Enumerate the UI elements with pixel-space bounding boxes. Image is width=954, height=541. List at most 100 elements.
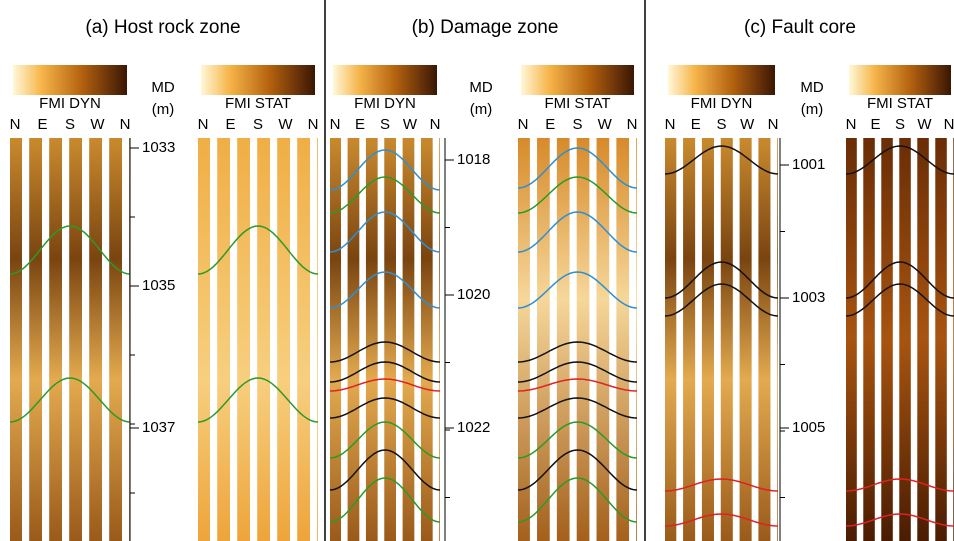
- pad-gap: [414, 138, 421, 541]
- pad-gap: [62, 138, 70, 541]
- sinusoid: [517, 147, 638, 189]
- depth-tick-label: 1035: [142, 277, 175, 294]
- azimuth-label: E: [545, 116, 555, 133]
- pad-gap: [82, 138, 90, 541]
- sinusoid: [517, 341, 638, 363]
- azimuth-label: S: [380, 116, 390, 133]
- sinusoid-group: [664, 145, 779, 527]
- image-log: [665, 138, 778, 541]
- pad-gap: [42, 138, 50, 541]
- depth-unit: (m): [470, 101, 493, 118]
- panel-title: (c) Fault core: [744, 17, 856, 38]
- azimuth-label: N: [10, 116, 21, 133]
- sinusoid: [329, 397, 441, 419]
- track-label: FMI STAT: [544, 95, 610, 112]
- sinusoid: [329, 176, 441, 214]
- pad-gap: [549, 138, 557, 541]
- sinusoid: [329, 378, 441, 392]
- sinusoid: [517, 449, 638, 491]
- azimuth-label: N: [944, 116, 954, 133]
- azimuth-label: E: [870, 116, 880, 133]
- azimuth-label: E: [691, 116, 701, 133]
- pad-gap: [341, 138, 348, 541]
- color-scale: [668, 65, 775, 95]
- image-log: [330, 138, 440, 541]
- sinusoid: [517, 477, 638, 523]
- pad-gap: [856, 138, 864, 541]
- pad-gap: [713, 138, 721, 541]
- track-label: FMI DYN: [39, 95, 101, 112]
- pad-gap: [377, 138, 385, 541]
- pad-gap: [270, 138, 278, 541]
- pad-gap: [676, 138, 684, 541]
- pad-gap: [210, 138, 218, 541]
- sinusoid-group: [197, 225, 319, 423]
- pad-gap: [250, 138, 258, 541]
- track-label: FMI DYN: [691, 95, 753, 112]
- azimuth-label: W: [90, 116, 105, 133]
- depth-unit: (m): [801, 101, 824, 118]
- azimuth-label: N: [120, 116, 131, 133]
- pad-gap: [874, 138, 882, 541]
- pad-gap: [230, 138, 238, 541]
- pad-gap: [751, 138, 759, 541]
- azimuth-label: W: [917, 116, 932, 133]
- sinusoid: [517, 211, 638, 253]
- pad-gap: [910, 138, 918, 541]
- image-log: [518, 138, 637, 541]
- sinusoid: [845, 145, 954, 175]
- track-label: FMI DYN: [354, 95, 416, 112]
- azimuth-label: S: [716, 116, 726, 133]
- color-scale: [13, 65, 127, 95]
- azimuth-label: W: [403, 116, 418, 133]
- sinusoid: [845, 283, 954, 317]
- sinusoid: [197, 225, 319, 275]
- azimuth-label: E: [37, 116, 47, 133]
- azimuth-label: N: [198, 116, 209, 133]
- pad-gap: [770, 138, 778, 541]
- depth-label: MD: [800, 79, 823, 96]
- sinusoid: [329, 341, 441, 363]
- sinusoid: [517, 176, 638, 214]
- image-log: [846, 138, 954, 541]
- sinusoid-group: [517, 147, 638, 523]
- depth-unit: (m): [152, 101, 175, 118]
- sinusoid: [845, 478, 954, 492]
- azimuth-label: N: [518, 116, 529, 133]
- sinusoid: [329, 271, 441, 309]
- sinusoid: [329, 477, 441, 523]
- panel-title: (b) Damage zone: [412, 17, 559, 38]
- azimuth-label: S: [895, 116, 905, 133]
- sinusoid: [9, 225, 131, 275]
- pad-gap: [928, 138, 936, 541]
- azimuth-label: N: [627, 116, 638, 133]
- sinusoid: [664, 261, 779, 299]
- pad-gap: [22, 138, 30, 541]
- sinusoid: [329, 421, 441, 459]
- panel-title: (a) Host rock zone: [85, 17, 240, 38]
- azimuth-label: E: [355, 116, 365, 133]
- sinusoid: [329, 361, 441, 383]
- sinusoid: [517, 271, 638, 309]
- color-scale: [521, 65, 634, 95]
- pad-gap: [122, 138, 130, 541]
- pad-gap: [396, 138, 403, 541]
- sinusoid: [329, 449, 441, 491]
- sinusoid: [664, 145, 779, 175]
- pad-gap: [359, 138, 366, 541]
- track-label: FMI STAT: [867, 95, 933, 112]
- pad-gap: [432, 138, 440, 541]
- azimuth-label: N: [665, 116, 676, 133]
- sinusoid: [517, 397, 638, 419]
- image-log: [10, 138, 130, 541]
- pad-gap: [892, 138, 900, 541]
- sinusoid-group: [9, 225, 131, 423]
- azimuth-label: S: [253, 116, 263, 133]
- pad-gap: [695, 138, 702, 541]
- azimuth-label: W: [598, 116, 613, 133]
- depth-label: MD: [469, 79, 492, 96]
- azimuth-label: N: [846, 116, 857, 133]
- depth-label: MD: [151, 79, 174, 96]
- pad-gap: [569, 138, 577, 541]
